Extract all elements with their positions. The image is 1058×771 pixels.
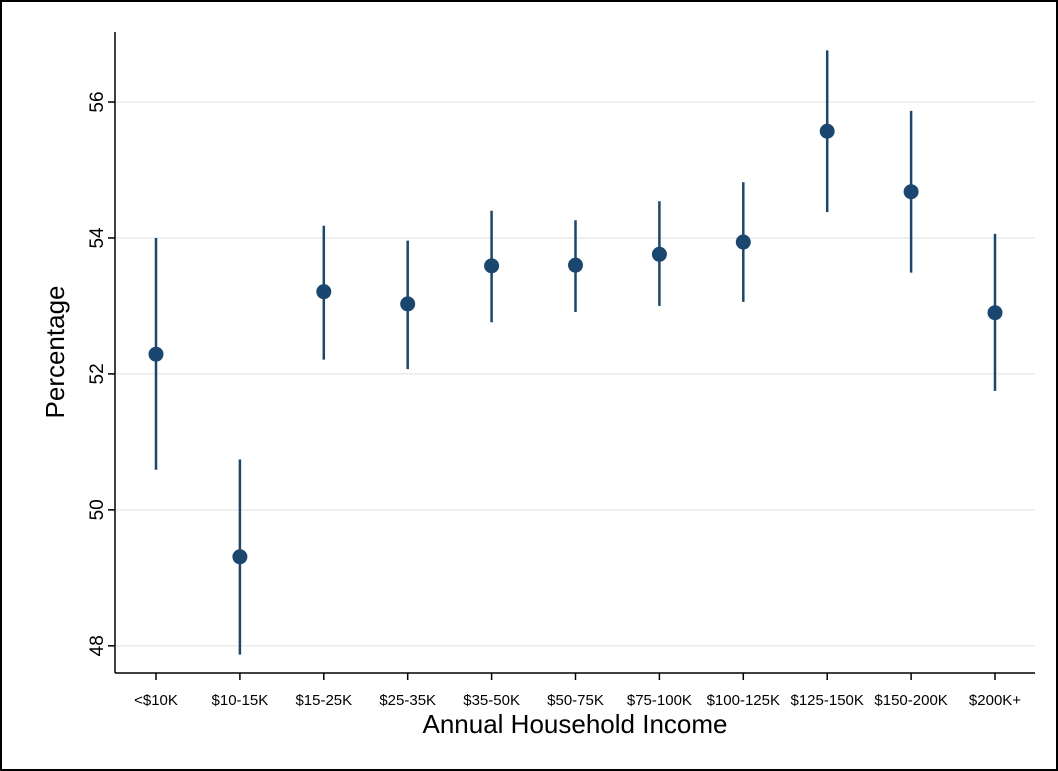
y-axis-title: Percentage [40,286,70,419]
x-axis-title: Annual Household Income [423,709,728,739]
x-tick-label: $35-50K [463,692,520,709]
x-tick-label: $75-100K [627,692,692,709]
x-tick-label: $100-125K [707,692,780,709]
point [987,305,1003,321]
point [903,184,919,200]
point [232,549,248,565]
x-tick-label: $150-200K [874,692,947,709]
y-tick-label: 52 [87,363,108,384]
y-tick-label: 54 [87,227,108,249]
x-tick-label: $50-75K [547,692,604,709]
x-tick-label: <$10K [134,692,178,709]
point [316,284,332,300]
point [148,346,164,362]
y-tick-label: 56 [87,91,108,112]
point [651,246,667,262]
point [400,296,416,312]
x-tick-label: $200K+ [969,692,1021,709]
point [484,258,500,274]
x-tick-label: $10-15K [212,692,269,709]
point [819,123,835,139]
y-tick-label: 48 [87,635,108,656]
x-tick-label: $125-150K [790,692,863,709]
x-tick-label: $25-35K [379,692,436,709]
y-tick-label: 50 [87,499,108,520]
point [568,257,583,273]
point [735,234,751,250]
x-tick-label: $15-25K [295,692,352,709]
